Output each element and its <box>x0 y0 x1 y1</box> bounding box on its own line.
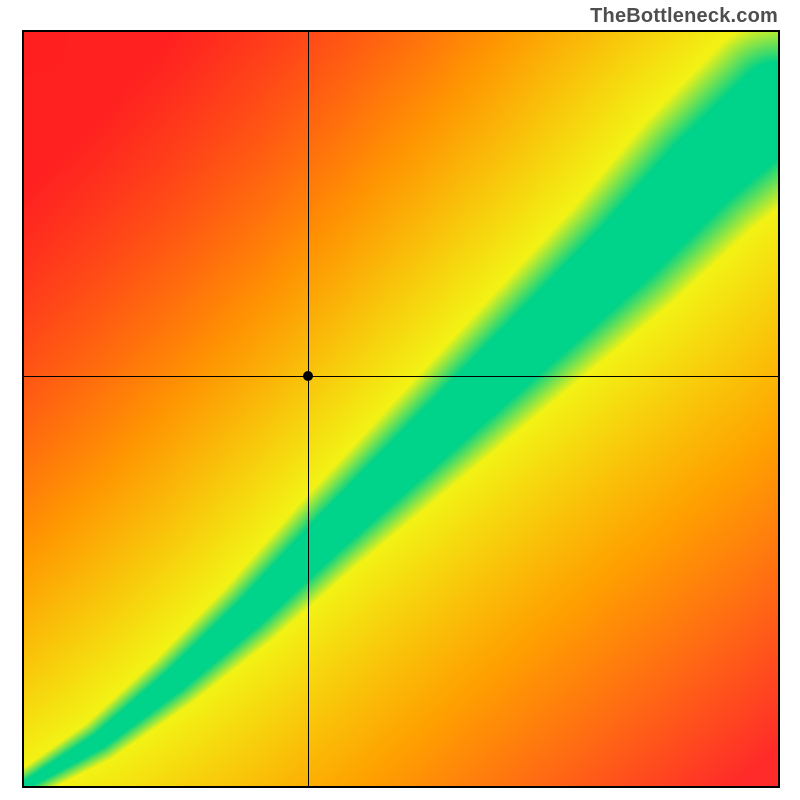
crosshair-horizontal <box>24 376 778 377</box>
bottleneck-heatmap <box>22 30 780 788</box>
crosshair-vertical <box>308 32 309 786</box>
heatmap-canvas <box>24 32 778 786</box>
crosshair-marker-dot <box>303 371 313 381</box>
watermark-text: TheBottleneck.com <box>590 5 778 28</box>
